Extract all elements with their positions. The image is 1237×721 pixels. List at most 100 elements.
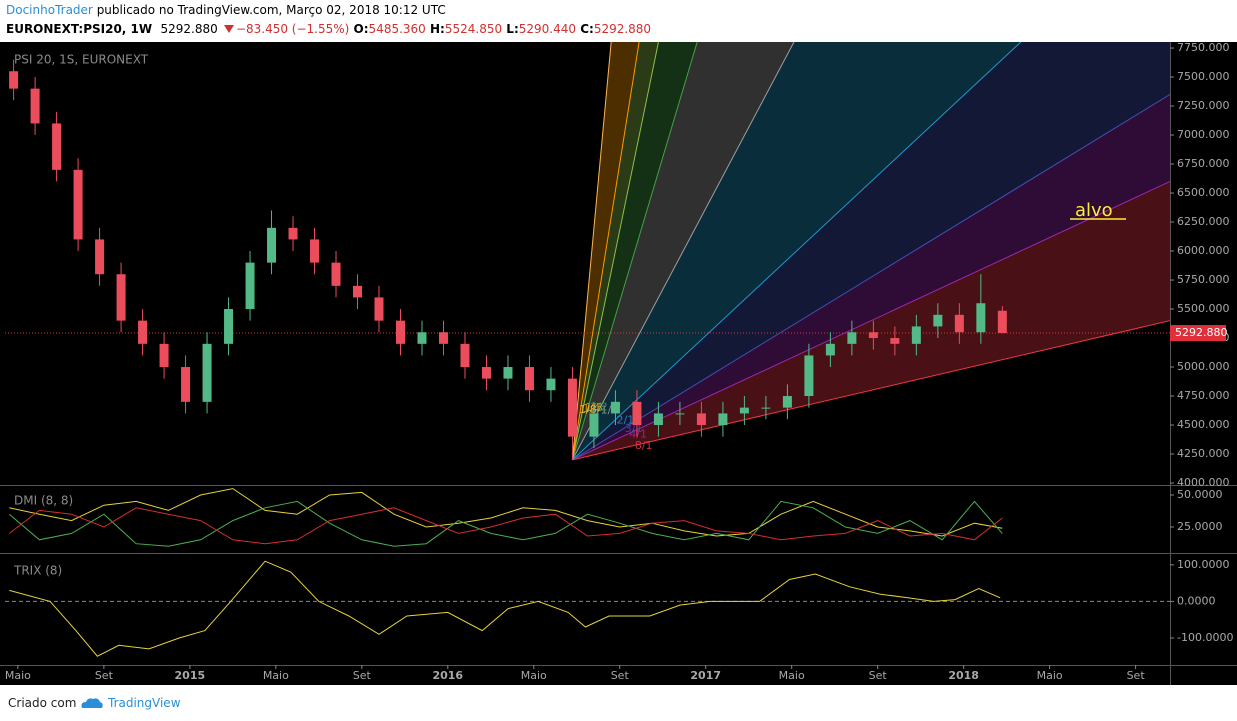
y-tick-label: 100.0000 [1177, 558, 1230, 571]
y-tick-label: -100.0000 [1177, 631, 1233, 644]
x-tick-label: 2016 [432, 669, 463, 682]
candle-body [632, 401, 642, 426]
candle-body [245, 262, 255, 310]
candle-body [675, 413, 685, 415]
candle-body [890, 338, 900, 344]
candle-body [976, 303, 986, 333]
y-tick-label: 6250.000 [1177, 215, 1230, 228]
pane-title: DMI (8, 8) [14, 494, 73, 508]
created-with: Criado com [8, 696, 77, 710]
candle-body [933, 314, 943, 327]
candle-body [288, 227, 298, 240]
candle-body [997, 310, 1007, 334]
fan-label: 3/1 [625, 422, 643, 435]
indicator-line [8, 500, 1003, 547]
x-tick-label: 2018 [948, 669, 979, 682]
y-tick-label: 6000.000 [1177, 244, 1230, 257]
y-tick-label: 7500.000 [1177, 70, 1230, 83]
fan-label: 1/2 [590, 401, 608, 414]
annotation: alvo [1075, 200, 1113, 221]
x-tick-label: Set [95, 669, 114, 682]
logo-cloud [81, 698, 103, 708]
candle-body [331, 262, 341, 286]
candle-body [804, 355, 814, 397]
x-tick-label: Maio [5, 669, 31, 682]
candle-body [653, 413, 663, 426]
y-tick-label: 4000.000 [1177, 476, 1230, 489]
y-tick-label: 7250.000 [1177, 99, 1230, 112]
candle-body [911, 326, 921, 344]
candle-body [95, 239, 105, 275]
fan-label: 1/8 [579, 403, 597, 416]
fan-line [572, 93, 1170, 461]
y-tick-label: 7000.000 [1177, 128, 1230, 141]
candle-body [546, 378, 556, 391]
last-price-box [1170, 325, 1226, 342]
x-tick-label: Maio [779, 669, 805, 682]
y-tick-label: 5500.000 [1177, 302, 1230, 315]
author[interactable]: DocinhoTrader [6, 3, 93, 17]
y-tick-label: 4250.000 [1177, 447, 1230, 460]
fan-label: 8/1 [635, 439, 653, 452]
ohlc-label: H: [430, 22, 445, 36]
change: −83.450 (−1.55%) [235, 22, 350, 36]
fan-line [571, 42, 612, 460]
candle-body [610, 401, 620, 414]
fan-line [571, 42, 640, 460]
candle-body [438, 332, 448, 344]
logo [81, 698, 103, 708]
ohlc-value: 5290.440 [518, 22, 577, 36]
candle-body [481, 367, 491, 379]
fan-label: 4/1 [629, 427, 647, 440]
y-tick-label: 0.0000 [1177, 594, 1216, 607]
published: publicado no TradingView.com, Março 02, … [96, 3, 446, 17]
footer: Criado com TradingView [0, 685, 1237, 721]
pane-title: PSI 20, 1S, EURONEXT [14, 53, 149, 67]
fan-line [572, 320, 1170, 461]
chart-layer: Maio Set 2015 Maio Set 2016 Maio Set 2017 Maio Set… [0, 41, 1237, 685]
x-tick-label: Maio [263, 669, 289, 682]
y-tick-label: 4500.000 [1177, 418, 1230, 431]
ohlc: O:5485.360 H:5524.850 L:5290.440 C:5292.… [354, 22, 652, 36]
candle-body [395, 320, 405, 344]
candle-body [954, 314, 964, 333]
candle-body [718, 413, 728, 426]
candle-body [9, 71, 19, 89]
candle-body [30, 88, 40, 124]
y-tick-label: 25.0000 [1177, 520, 1223, 533]
y-tick-label: 5000.000 [1177, 360, 1230, 373]
candle-body [310, 239, 320, 263]
candle-body [761, 407, 771, 409]
brand-link[interactable]: TradingView [108, 696, 181, 710]
candle-body [159, 343, 169, 368]
fan-label: 2/1 [617, 414, 635, 427]
fan-line [572, 42, 1022, 461]
candle-body [353, 285, 363, 298]
last-price: 5292.880 [160, 22, 218, 36]
indicator-line [9, 560, 1001, 657]
ohlc-value: 5292.880 [593, 22, 652, 36]
y-tick-label: 50.0000 [1177, 488, 1223, 501]
indicator-line [8, 507, 1003, 545]
candle-body [224, 309, 234, 344]
candle-body [116, 274, 126, 321]
ohlc-label: C: [580, 22, 594, 36]
x-tick-label: 2015 [175, 669, 206, 682]
y-tick-label: 6750.000 [1177, 157, 1230, 170]
fan-line [571, 42, 659, 460]
candle-body [374, 297, 384, 321]
x-tick-label: Set [353, 669, 372, 682]
candle-body [868, 332, 878, 339]
symbol-line: EURONEXT:PSI20, 1W 5292.880 −83.450 (−1.… [6, 22, 651, 36]
fan-line [572, 180, 1170, 461]
candle-body [52, 123, 62, 170]
y-tick-label: 7750.000 [1177, 41, 1230, 54]
ohlc-label: O: [353, 22, 369, 36]
publish-line: DocinhoTrader publicado no TradingView.c… [6, 3, 446, 17]
ohlc-label: L: [506, 22, 519, 36]
x-tick-label: 2017 [690, 669, 721, 682]
down-arrow [223, 25, 234, 33]
ohlc-value: 5485.360 [368, 22, 426, 36]
gann-fan: 8/14/13/12/11/11/21/31/41/8 [571, 42, 1170, 461]
